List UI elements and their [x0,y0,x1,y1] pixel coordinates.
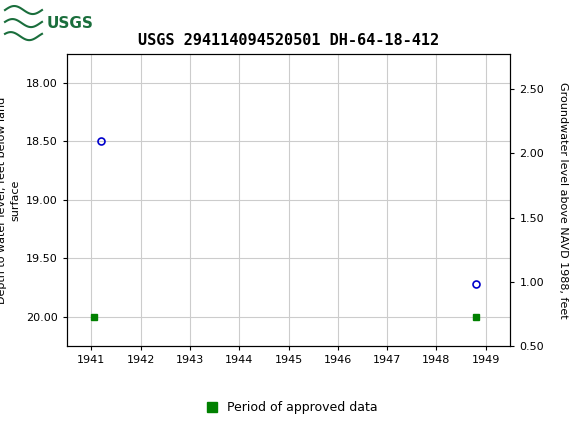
Text: USGS: USGS [47,15,94,31]
Y-axis label: Groundwater level above NAVD 1988, feet: Groundwater level above NAVD 1988, feet [558,82,568,318]
Title: USGS 294114094520501 DH-64-18-412: USGS 294114094520501 DH-64-18-412 [138,34,439,49]
Y-axis label: Depth to water level, feet below land
surface: Depth to water level, feet below land su… [0,96,20,304]
Bar [3,2,88,43]
Legend: Period of approved data: Period of approved data [197,396,383,419]
